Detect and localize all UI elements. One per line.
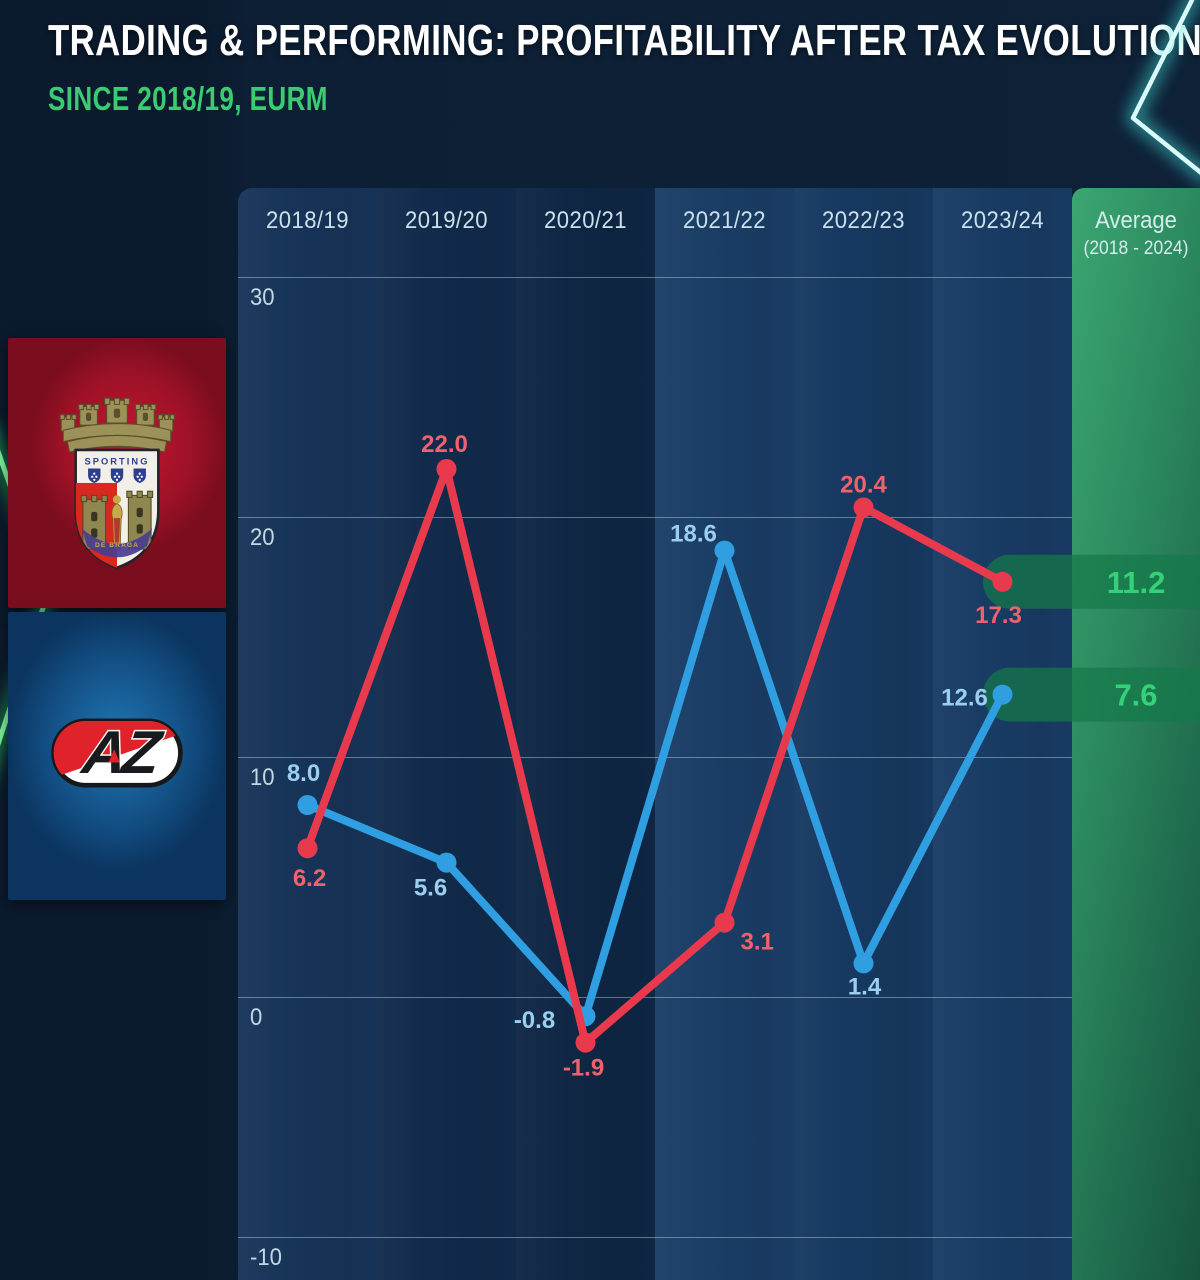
braga-panel: SPORTING — [8, 338, 226, 608]
season-header: 2023/24 — [960, 207, 1045, 234]
svg-text:SPORTING: SPORTING — [84, 456, 149, 466]
y-tick-label: -10 — [250, 1244, 282, 1271]
y-tick-label: 10 — [250, 764, 275, 791]
season-column: 2018/19 — [238, 188, 377, 1280]
season-header: 2019/20 — [404, 207, 489, 234]
season-column: 2023/24 — [933, 188, 1072, 1280]
gridline — [238, 277, 1072, 278]
season-header: 2020/21 — [543, 207, 628, 234]
season-column: 2019/20 — [377, 188, 516, 1280]
average-range-label: (2018 - 2024) — [1083, 238, 1189, 259]
y-tick-label: 30 — [250, 284, 275, 311]
season-header: 2022/23 — [821, 207, 906, 234]
chart-area: 2018/19 2019/20 2020/21 2021/22 2022/23 2023/… — [238, 188, 1072, 1280]
gridline — [238, 517, 1072, 518]
season-column: 2022/23 — [794, 188, 933, 1280]
season-header: 2021/22 — [682, 207, 767, 234]
page-subtitle: SINCE 2018/19, EURM — [48, 80, 328, 117]
az-panel: AZ — [8, 612, 226, 900]
season-column: 2020/21 — [516, 188, 655, 1280]
y-tick-label: 20 — [250, 524, 275, 551]
average-column: Average (2018 - 2024) — [1072, 188, 1200, 1280]
y-tick-label: 0 — [250, 1004, 263, 1031]
svg-text:DE BRAGA: DE BRAGA — [95, 542, 139, 549]
season-header: 2018/19 — [265, 207, 350, 234]
average-label: Average — [1095, 207, 1177, 234]
gridline — [238, 1237, 1072, 1238]
average-header: Average (2018 - 2024) — [1072, 188, 1200, 260]
page-title: TRADING & PERFORMING: PROFITABILITY AFTE… — [48, 16, 1200, 65]
gridline — [238, 757, 1072, 758]
braga-crest-icon: SPORTING — [59, 397, 175, 570]
az-capsule-logo-icon: AZ — [51, 717, 183, 788]
gridline — [238, 997, 1072, 998]
season-column: 2021/22 — [655, 188, 794, 1280]
